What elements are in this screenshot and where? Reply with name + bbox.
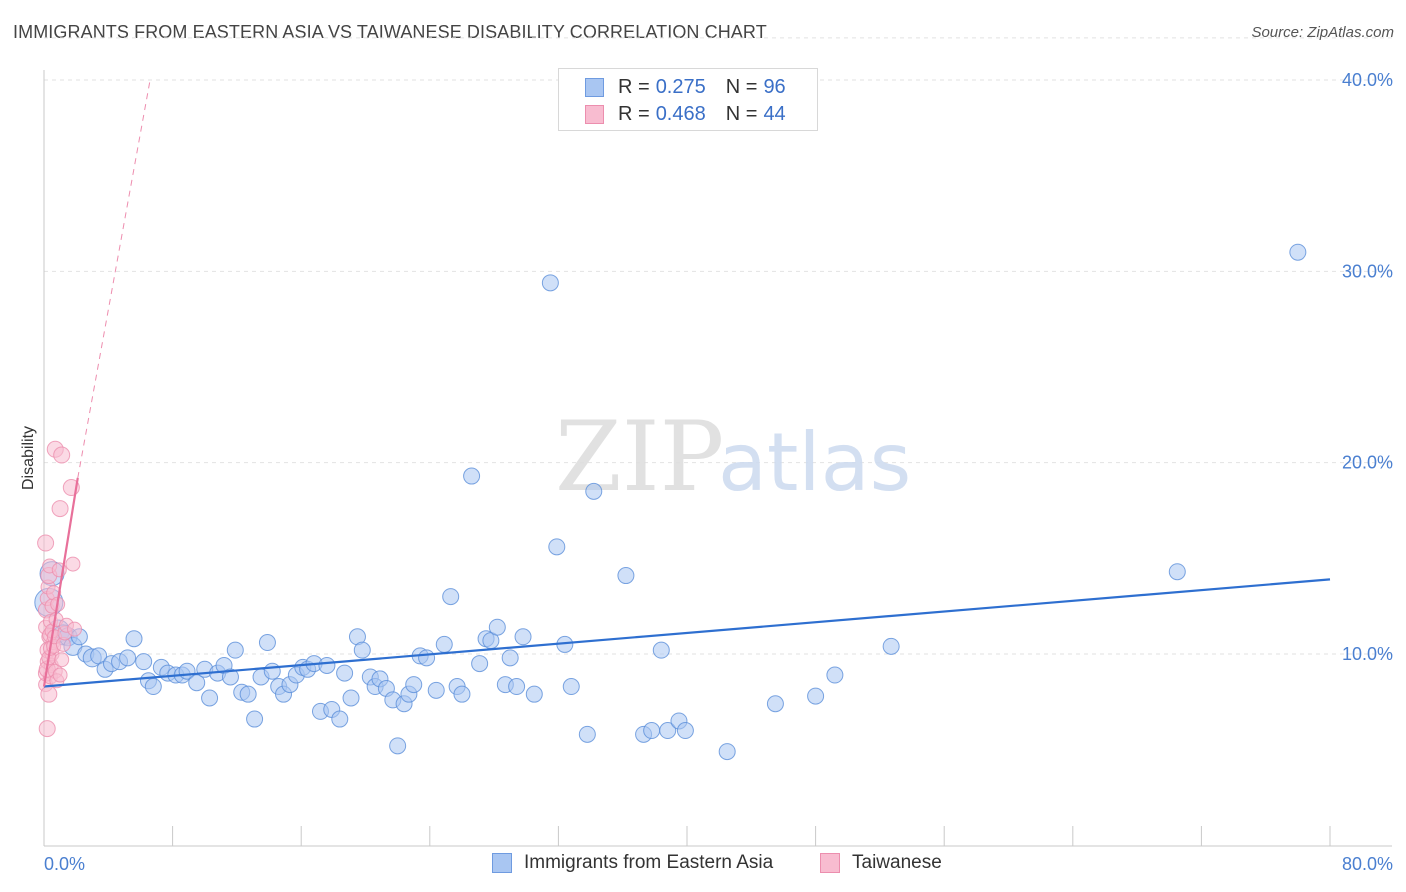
- point-taiwanese: [53, 446, 71, 464]
- x-tick-label: 80.0%: [1342, 854, 1393, 874]
- point-immigrants: [463, 467, 481, 485]
- axes: [43, 70, 1392, 847]
- point-immigrants: [239, 685, 257, 703]
- legend-n-value: 96: [763, 75, 786, 98]
- point-immigrants: [353, 641, 371, 659]
- y-tick-label: 20.0%: [1342, 453, 1393, 473]
- point-immigrants: [135, 653, 153, 671]
- point-immigrants: [652, 641, 670, 659]
- legend-n-label: N =: [725, 75, 758, 98]
- point-immigrants: [766, 695, 784, 713]
- point-immigrants: [389, 737, 407, 755]
- point-immigrants: [548, 538, 566, 556]
- point-immigrants: [144, 678, 162, 696]
- legend-label-taiwanese: Taiwanese: [852, 852, 942, 873]
- point-immigrants: [508, 678, 526, 696]
- legend-swatch-taiwanese: [585, 104, 604, 124]
- watermark: ZIP atlas: [555, 401, 911, 513]
- point-immigrants: [501, 649, 519, 667]
- point-immigrants: [1168, 563, 1186, 581]
- legend-row-immigrants: R = 0.275 N = 96: [585, 75, 786, 99]
- point-taiwanese: [37, 534, 55, 552]
- y-tick-label: 30.0%: [1342, 261, 1393, 281]
- grid-lines: [44, 37, 1392, 655]
- point-immigrants: [119, 649, 137, 667]
- trend-taiwanese: [42, 477, 79, 687]
- legend-label-immigrants: Immigrants from Eastern Asia: [524, 852, 774, 873]
- correlation-legend: R = 0.275 N = 96 R = 0.468 N = 44: [558, 68, 818, 131]
- point-immigrants: [258, 634, 276, 652]
- point-taiwanese: [52, 667, 68, 683]
- point-immigrants: [826, 666, 844, 684]
- point-taiwanese: [51, 500, 69, 518]
- point-immigrants: [435, 635, 453, 653]
- point-immigrants: [246, 710, 264, 728]
- legend-row-taiwanese: R = 0.468 N = 44: [585, 102, 786, 126]
- point-taiwanese: [67, 621, 83, 637]
- point-immigrants: [336, 664, 354, 682]
- x-tick-label: 0.0%: [44, 854, 85, 874]
- point-immigrants: [659, 722, 677, 740]
- legend-r-label: R =: [618, 102, 650, 125]
- watermark-zip: ZIP: [555, 401, 724, 513]
- tick-labels: 10.0% 20.0% 30.0% 40.0% 0.0% 80.0%: [44, 70, 1393, 874]
- point-immigrants: [226, 641, 244, 659]
- legend-n-label: N =: [725, 102, 758, 125]
- point-immigrants: [221, 668, 239, 686]
- legend-swatch-immigrants: [492, 853, 512, 873]
- y-tick-label: 40.0%: [1342, 70, 1393, 90]
- point-immigrants: [585, 482, 603, 500]
- point-immigrants: [418, 649, 436, 667]
- point-immigrants: [427, 681, 445, 699]
- legend-r-label: R =: [618, 75, 650, 98]
- point-immigrants: [882, 637, 900, 655]
- trend-taiwanese-extension: [77, 79, 151, 479]
- point-immigrants: [562, 678, 580, 696]
- point-taiwanese: [65, 556, 81, 572]
- y-tick-label: 10.0%: [1342, 644, 1393, 664]
- point-immigrants: [442, 588, 460, 606]
- point-immigrants: [318, 656, 336, 674]
- trend-lines: [42, 79, 1331, 688]
- point-immigrants: [331, 710, 349, 728]
- point-taiwanese: [38, 720, 56, 738]
- point-immigrants: [342, 689, 360, 707]
- watermark-atlas: atlas: [718, 416, 911, 509]
- chart-source: Source: ZipAtlas.com: [1251, 24, 1394, 41]
- point-immigrants: [471, 655, 489, 673]
- series-legend: Immigrants from Eastern Asia Taiwanese: [0, 852, 1406, 876]
- point-immigrants: [617, 567, 635, 585]
- trend-immigrants: [43, 578, 1331, 688]
- point-immigrants: [488, 618, 506, 636]
- legend-item-immigrants[interactable]: Immigrants from Eastern Asia: [492, 852, 773, 874]
- point-immigrants: [718, 743, 736, 761]
- point-immigrants: [405, 676, 423, 694]
- point-immigrants: [263, 662, 281, 680]
- legend-r-value: 0.275: [655, 75, 706, 98]
- point-immigrants: [578, 725, 596, 743]
- legend-swatch-immigrants: [585, 77, 604, 97]
- point-immigrants: [125, 630, 143, 648]
- point-immigrants: [1289, 243, 1307, 261]
- point-immigrants: [807, 687, 825, 705]
- point-immigrants: [541, 274, 559, 292]
- legend-n-value: 44: [763, 102, 786, 125]
- chart-title: IMMIGRANTS FROM EASTERN ASIA VS TAIWANES…: [13, 22, 767, 42]
- point-immigrants: [643, 722, 661, 740]
- legend-item-taiwanese[interactable]: Taiwanese: [820, 852, 942, 874]
- legend-swatch-taiwanese: [820, 853, 840, 873]
- point-immigrants: [201, 689, 219, 707]
- point-taiwanese: [54, 652, 70, 668]
- point-taiwanese: [40, 685, 58, 703]
- point-immigrants: [525, 685, 543, 703]
- point-immigrants: [453, 685, 471, 703]
- y-axis-label: Disability: [20, 426, 37, 490]
- legend-r-value: 0.468: [655, 102, 706, 125]
- point-immigrants: [676, 722, 694, 740]
- point-immigrants: [514, 628, 532, 646]
